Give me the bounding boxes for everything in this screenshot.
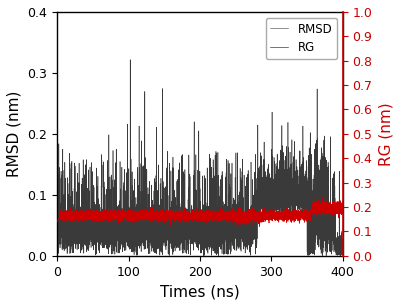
RG [282,219,286,223]
RG [236,206,241,210]
RMSD [55,208,60,212]
RMSD [224,228,229,232]
RMSD [69,242,74,246]
RMSD [128,58,133,62]
RMSD [158,223,163,226]
RG [158,214,163,217]
RMSD [201,254,206,258]
Y-axis label: RMSD (nm): RMSD (nm) [7,91,22,177]
RG [320,195,325,199]
Line: RG: RG [57,197,343,226]
X-axis label: Times (ns): Times (ns) [160,284,240,299]
Legend: RMSD, RG: RMSD, RG [266,18,337,59]
RMSD [340,249,345,252]
RMSD [236,231,241,234]
RG [55,220,60,223]
Y-axis label: RG (nm): RG (nm) [378,102,393,166]
RG [340,207,345,211]
RG [224,215,228,219]
RG [266,215,271,218]
Line: RMSD: RMSD [57,60,343,256]
RMSD [266,199,271,203]
RMSD [282,196,287,199]
RG [69,211,74,215]
RG [257,225,262,228]
